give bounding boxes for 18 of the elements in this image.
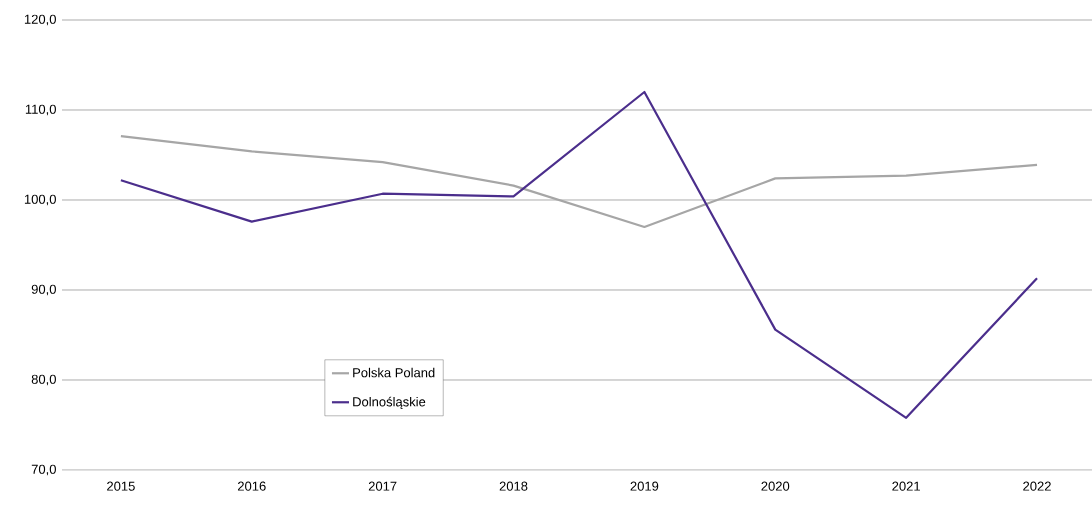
x-tick-label: 2022 bbox=[1023, 481, 1051, 491]
legend-label: Polska Poland bbox=[353, 367, 435, 378]
x-tick-label: 2021 bbox=[892, 481, 920, 491]
line-series bbox=[119, 135, 1039, 229]
y-tick-label: 110,0 bbox=[25, 104, 56, 116]
y-tick-label: 120,0 bbox=[24, 14, 56, 26]
x-tick-label: 2019 bbox=[630, 481, 659, 491]
line-series bbox=[119, 90, 1039, 419]
y-tick-label: 70,0 bbox=[31, 464, 56, 476]
y-tick-label: 100,0 bbox=[24, 194, 56, 206]
y-tick-label: 90,0 bbox=[31, 284, 56, 296]
x-tick-label: 2015 bbox=[107, 481, 135, 491]
y-tick-label: 80,0 bbox=[31, 374, 56, 386]
x-tick-label: 2018 bbox=[499, 481, 528, 491]
x-tick-label: 2017 bbox=[368, 481, 397, 491]
x-tick-label: 2016 bbox=[237, 481, 266, 491]
x-tick-label: 2020 bbox=[761, 481, 790, 491]
legend-label: Dolnośląskie bbox=[353, 396, 426, 410]
